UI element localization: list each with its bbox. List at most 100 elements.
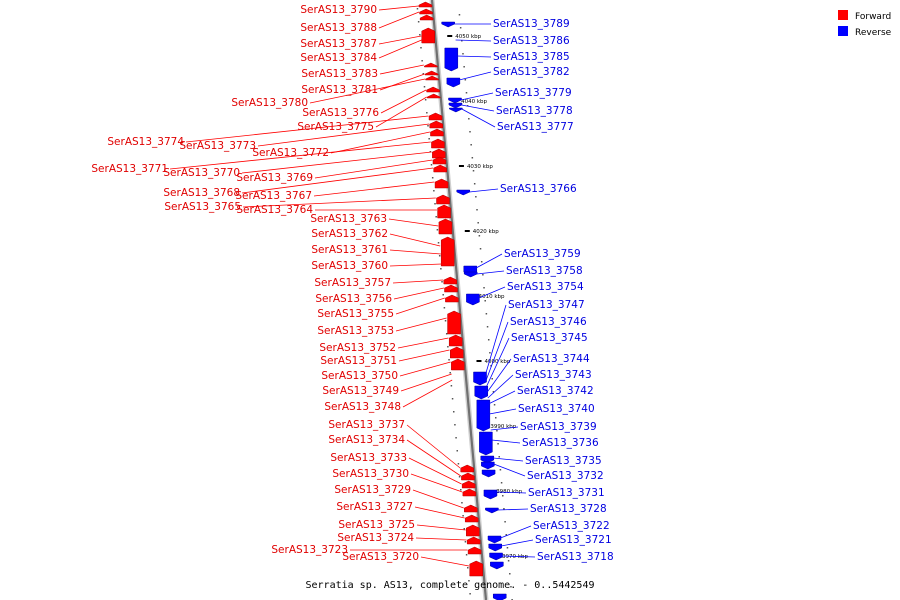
forward-gene-label[interactable]: SerAS13_3727 (336, 501, 413, 513)
forward-gene-label[interactable]: SerAS13_3725 (338, 519, 415, 531)
forward-gene-label[interactable]: SerAS13_3729 (334, 484, 411, 496)
forward-gene-label[interactable]: SerAS13_3751 (320, 355, 397, 367)
tick-label: 4030 kbp (467, 164, 493, 170)
reverse-gene-label[interactable]: SerAS13_3758 (506, 265, 583, 277)
reverse-gene-label[interactable]: SerAS13_3718 (537, 551, 614, 563)
forward-gene-label[interactable]: SerAS13_3734 (328, 434, 405, 446)
reverse-gene-label[interactable]: SerAS13_3732 (527, 470, 604, 482)
forward-gene-label[interactable]: SerAS13_3788 (300, 22, 377, 34)
reverse-gene-label[interactable]: SerAS13_3759 (504, 248, 581, 260)
reverse-gene-label[interactable]: SerAS13_3743 (515, 369, 592, 381)
forward-gene-label[interactable]: SerAS13_3723 (271, 544, 348, 556)
reverse-gene-label[interactable]: SerAS13_3728 (530, 503, 607, 515)
legend-forward-swatch (838, 10, 848, 20)
forward-gene-label[interactable]: SerAS13_3775 (297, 121, 374, 133)
reverse-gene-label[interactable]: SerAS13_3782 (493, 66, 570, 78)
forward-gene-label[interactable]: SerAS13_3724 (337, 532, 414, 544)
forward-gene-label[interactable]: SerAS13_3767 (235, 190, 312, 202)
reverse-gene-label[interactable]: SerAS13_3721 (535, 534, 612, 546)
tick-label: 3970 kbp (502, 554, 528, 560)
strand-dot (452, 411, 455, 413)
forward-gene-label[interactable]: SerAS13_3753 (317, 325, 394, 337)
strand-dot (506, 547, 509, 549)
forward-gene-feature (424, 70, 439, 76)
forward-gene-label[interactable]: SerAS13_3757 (314, 277, 391, 289)
reverse-gene-label[interactable]: SerAS13_3745 (511, 332, 588, 344)
strand-dot (435, 216, 437, 218)
reverse-gene-label[interactable]: SerAS13_3731 (528, 487, 605, 499)
strand-dot (433, 190, 435, 192)
forward-gene-label[interactable]: SerAS13_3783 (301, 68, 378, 80)
forward-gene-label[interactable]: SerAS13_3769 (236, 172, 313, 184)
forward-gene-label[interactable]: SerAS13_3755 (317, 308, 394, 320)
forward-gene-label[interactable]: SerAS13_3776 (302, 107, 379, 119)
forward-gene-label[interactable]: SerAS13_3756 (315, 293, 392, 305)
forward-gene-feature (425, 75, 439, 81)
reverse-gene-feature (446, 77, 461, 88)
forward-gene-label[interactable]: SerAS13_3763 (310, 213, 387, 225)
reverse-gene-feature (448, 102, 463, 109)
forward-leader-line (420, 556, 470, 567)
forward-gene-label[interactable]: SerAS13_3761 (311, 244, 388, 256)
forward-gene-label[interactable]: SerAS13_3730 (332, 468, 409, 480)
reverse-gene-label[interactable]: SerAS13_3739 (520, 421, 597, 433)
reverse-gene-label[interactable]: SerAS13_3740 (518, 403, 595, 415)
forward-gene-label[interactable]: SerAS13_3720 (342, 551, 419, 563)
forward-gene-label[interactable]: SerAS13_3750 (321, 370, 398, 382)
forward-gene-label[interactable]: SerAS13_3787 (300, 38, 377, 50)
forward-gene-label[interactable]: SerAS13_3773 (179, 140, 256, 152)
forward-gene-label[interactable]: SerAS13_3752 (319, 342, 396, 354)
forward-leader-line (414, 506, 465, 519)
forward-gene-label[interactable]: SerAS13_3768 (163, 187, 240, 199)
forward-gene-label[interactable]: SerAS13_3781 (301, 84, 378, 96)
forward-gene-label[interactable]: SerAS13_3771 (91, 163, 168, 175)
strand-dot (473, 183, 476, 185)
forward-gene-label[interactable]: SerAS13_3770 (163, 167, 240, 179)
reverse-gene-feature (448, 97, 462, 104)
reverse-gene-label[interactable]: SerAS13_3744 (513, 353, 590, 365)
reverse-gene-label[interactable]: SerAS13_3777 (497, 121, 574, 133)
forward-gene-label[interactable]: SerAS13_3733 (330, 452, 407, 464)
forward-gene-label[interactable]: SerAS13_3762 (311, 228, 388, 240)
forward-leader-line (241, 167, 434, 194)
forward-gene-label[interactable]: SerAS13_3748 (324, 401, 401, 413)
strand-dot (436, 229, 439, 231)
reverse-gene-label[interactable]: SerAS13_3754 (507, 281, 584, 293)
forward-gene-feature (437, 204, 451, 219)
strand-dot (428, 138, 430, 140)
forward-leader-line (389, 233, 441, 247)
reverse-gene-feature (476, 399, 491, 432)
forward-gene-label[interactable]: SerAS13_3790 (300, 4, 377, 16)
forward-gene-label[interactable]: SerAS13_3764 (236, 204, 313, 216)
strand-dot (457, 463, 460, 465)
reverse-gene-label[interactable]: SerAS13_3722 (533, 520, 610, 532)
reverse-gene-label[interactable]: SerAS13_3747 (508, 299, 585, 311)
strand-dot (450, 385, 453, 387)
forward-gene-label[interactable]: SerAS13_3737 (328, 419, 405, 431)
reverse-gene-feature (480, 455, 495, 464)
reverse-gene-label[interactable]: SerAS13_3779 (495, 87, 572, 99)
forward-gene-label[interactable]: SerAS13_3749 (322, 385, 399, 397)
reverse-gene-label[interactable]: SerAS13_3778 (496, 105, 573, 117)
forward-gene-label[interactable]: SerAS13_3772 (252, 147, 329, 159)
reverse-gene-label[interactable]: SerAS13_3786 (493, 35, 570, 47)
reverse-gene-label[interactable]: SerAS13_3746 (510, 316, 587, 328)
reverse-gene-label[interactable]: SerAS13_3766 (500, 183, 577, 195)
reverse-gene-label[interactable]: SerAS13_3736 (522, 437, 599, 449)
reverse-gene-feature (479, 431, 493, 456)
tick-label: 4040 kbp (461, 99, 487, 105)
reverse-gene-label[interactable]: SerAS13_3785 (493, 51, 570, 63)
forward-gene-label[interactable]: SerAS13_3780 (231, 97, 308, 109)
forward-gene-feature (430, 128, 444, 137)
reverse-gene-label[interactable]: SerAS13_3735 (525, 455, 602, 467)
strand-dot (459, 27, 462, 29)
forward-gene-label[interactable]: SerAS13_3760 (311, 260, 388, 272)
forward-gene-label[interactable]: SerAS13_3774 (107, 136, 184, 148)
strand-dot (507, 560, 510, 562)
reverse-gene-label[interactable]: SerAS13_3789 (493, 18, 570, 30)
reverse-gene-label[interactable]: SerAS13_3742 (517, 385, 594, 397)
strand-dot (440, 268, 442, 270)
forward-gene-label[interactable]: SerAS13_3765 (164, 201, 241, 213)
reverse-leader-line (461, 104, 495, 112)
forward-gene-label[interactable]: SerAS13_3784 (300, 52, 377, 64)
